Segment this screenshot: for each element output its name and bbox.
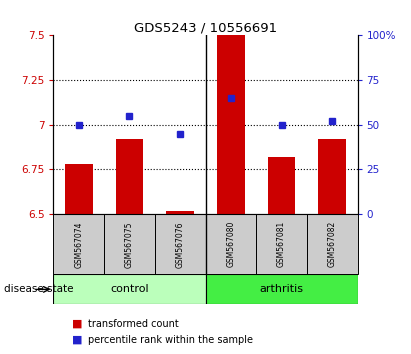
- Text: GSM567080: GSM567080: [226, 221, 236, 268]
- Title: GDS5243 / 10556691: GDS5243 / 10556691: [134, 21, 277, 34]
- Bar: [206, 214, 256, 274]
- Bar: [155, 214, 206, 274]
- Text: GSM567076: GSM567076: [175, 221, 185, 268]
- Bar: [206, 274, 358, 304]
- Bar: [166, 211, 194, 214]
- Text: GSM567074: GSM567074: [74, 221, 83, 268]
- Bar: [65, 164, 93, 214]
- Bar: [307, 214, 358, 274]
- Bar: [53, 214, 104, 274]
- Bar: [318, 139, 346, 214]
- Text: GSM567082: GSM567082: [328, 221, 337, 267]
- Text: ■: ■: [72, 319, 83, 329]
- Bar: [256, 214, 307, 274]
- Text: GSM567075: GSM567075: [125, 221, 134, 268]
- Text: ■: ■: [72, 335, 83, 345]
- Text: transformed count: transformed count: [88, 319, 179, 329]
- Text: percentile rank within the sample: percentile rank within the sample: [88, 335, 253, 345]
- Bar: [268, 157, 296, 214]
- Text: control: control: [110, 284, 149, 295]
- Bar: [115, 139, 143, 214]
- Bar: [104, 214, 155, 274]
- Text: GSM567081: GSM567081: [277, 221, 286, 267]
- Text: arthritis: arthritis: [259, 284, 304, 295]
- Bar: [53, 274, 206, 304]
- Bar: [217, 35, 245, 214]
- Text: disease state: disease state: [4, 284, 74, 295]
